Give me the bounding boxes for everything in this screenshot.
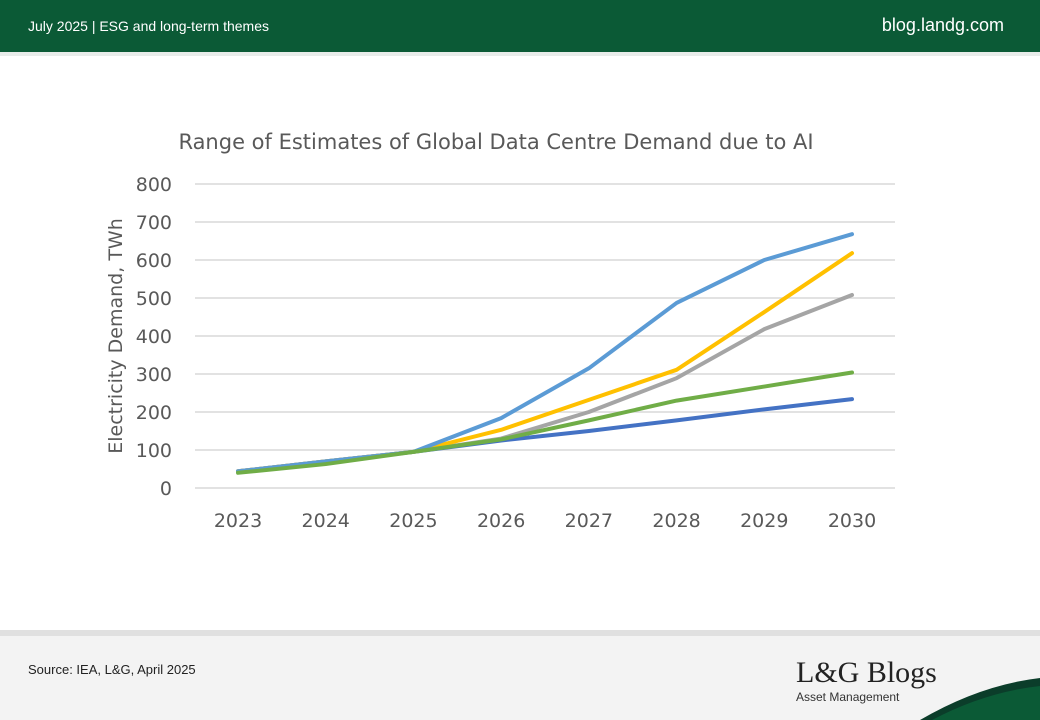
logo-subtitle: Asset Management (796, 690, 900, 704)
logo: L&G Blogs Asset Management (796, 656, 937, 705)
y-tick-label: 500 (136, 288, 172, 310)
y-tick-label: 0 (160, 478, 172, 500)
x-tick-label: 2023 (214, 510, 262, 532)
site-link[interactable]: blog.landg.com (881, 15, 1004, 35)
y-tick-label: 700 (136, 212, 172, 234)
x-tick-label: 2027 (565, 510, 613, 532)
series-line-1 (236, 292, 854, 474)
footer: Source: IEA, L&G, April 2025 L&G Blogs A… (0, 630, 1040, 720)
header-bar: July 2025 | ESG and long-term themes blo… (0, 0, 1040, 52)
y-tick-label: 300 (136, 364, 172, 386)
y-axis-label: Electricity Demand, TWh (105, 218, 127, 454)
logo-text: L&G Blogs (796, 656, 937, 689)
series-line-4 (236, 370, 854, 475)
chart-title: Range of Estimates of Global Data Centre… (178, 130, 813, 154)
y-tick-label: 800 (136, 174, 172, 196)
y-tick-label: 100 (136, 440, 172, 462)
source-note: Source: IEA, L&G, April 2025 (28, 662, 196, 677)
series-line-2 (236, 251, 854, 474)
green-swoosh (920, 678, 1040, 720)
divider (0, 52, 1040, 56)
x-tick-label: 2025 (389, 510, 437, 532)
series-line-3 (236, 232, 854, 474)
x-tick-label: 2024 (302, 510, 350, 532)
x-tick-label: 2030 (828, 510, 876, 532)
header-topic: July 2025 | ESG and long-term themes (28, 18, 269, 34)
x-tick-label: 2029 (740, 510, 788, 532)
y-tick-label: 600 (136, 250, 172, 272)
chart: Range of Estimates of Global Data Centre… (105, 130, 895, 532)
x-tick-label: 2028 (652, 510, 700, 532)
y-tick-label: 400 (136, 326, 172, 348)
y-tick-label: 200 (136, 402, 172, 424)
x-tick-label: 2026 (477, 510, 525, 532)
